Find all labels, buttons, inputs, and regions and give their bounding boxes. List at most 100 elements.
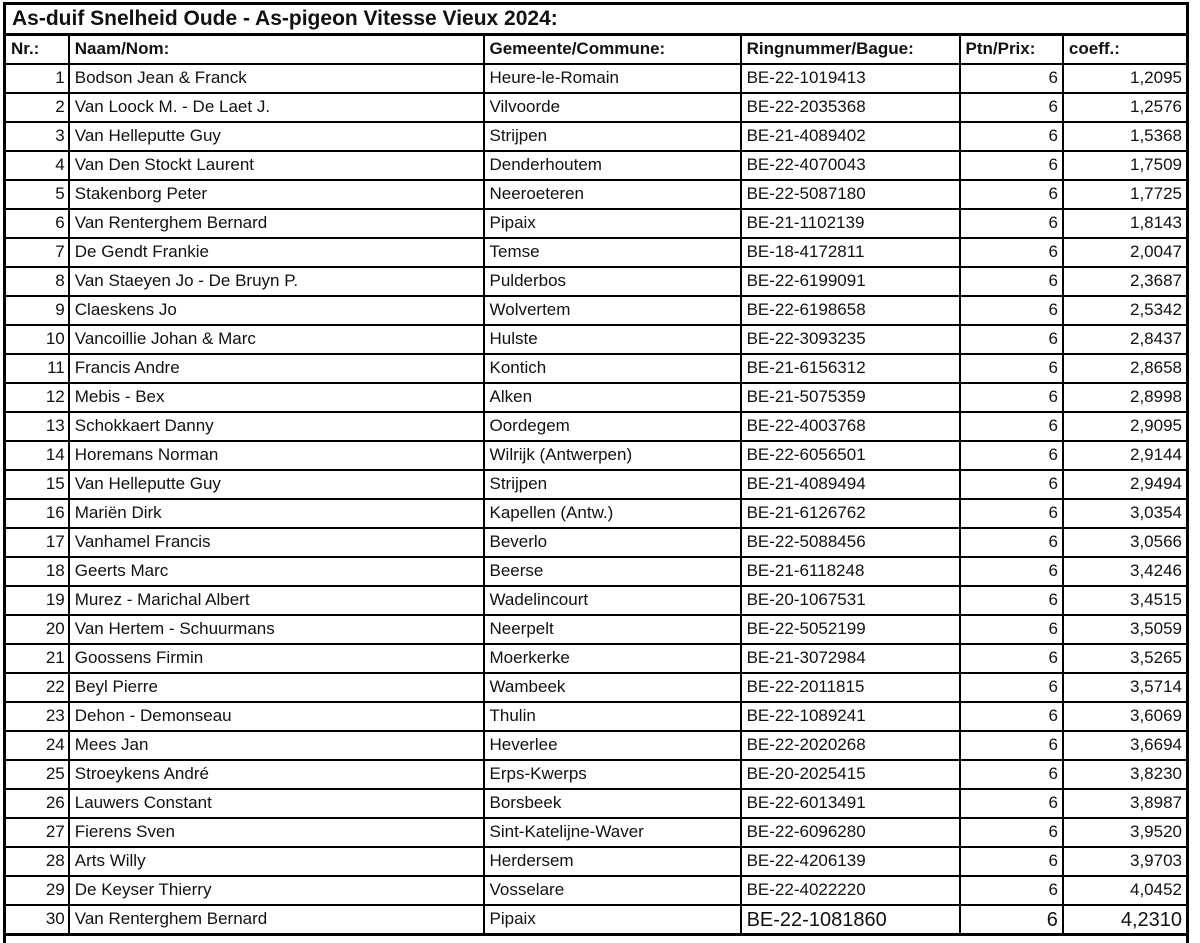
table-row: 10 Vancoillie Johan & Marc Hulste BE-22-… bbox=[3, 324, 1189, 356]
nr-cell: 2 bbox=[3, 92, 70, 124]
commune-cell: Heure-le-Romain bbox=[482, 63, 742, 95]
name-cell: Van Renterghem Bernard bbox=[67, 208, 485, 240]
points-cell: 6 bbox=[958, 643, 1064, 675]
points-cell: 6 bbox=[958, 556, 1064, 588]
table-row: 17 Vanhamel Francis Beverlo BE-22-508845… bbox=[3, 527, 1189, 559]
col-header-ring: Ringnummer/Bague: bbox=[739, 33, 961, 66]
ring-cell: BE-22-4070043 bbox=[739, 150, 961, 182]
table-row: 16 Mariën Dirk Kapellen (Antw.) BE-21-61… bbox=[3, 498, 1189, 530]
col-header-coeff: coeff.: bbox=[1061, 33, 1189, 66]
ring-cell: BE-21-5075359 bbox=[739, 382, 961, 414]
table-row: 11 Francis Andre Kontich BE-21-6156312 6… bbox=[3, 353, 1189, 385]
commune-cell: Vilvoorde bbox=[482, 92, 742, 124]
points-cell: 6 bbox=[958, 324, 1064, 356]
commune-cell: Pipaix bbox=[482, 208, 742, 240]
coeff-cell: 3,0354 bbox=[1061, 498, 1189, 530]
commune-cell: Strijpen bbox=[482, 121, 742, 153]
coeff-cell: 3,4246 bbox=[1061, 556, 1189, 588]
nr-cell: 17 bbox=[3, 527, 70, 559]
commune-cell: Heverlee bbox=[482, 730, 742, 762]
points-cell: 6 bbox=[958, 440, 1064, 472]
commune-cell: Denderhoutem bbox=[482, 150, 742, 182]
points-cell: 6 bbox=[958, 527, 1064, 559]
points-cell: 6 bbox=[958, 266, 1064, 298]
name-cell: Dehon - Demonseau bbox=[67, 701, 485, 733]
points-cell: 6 bbox=[958, 353, 1064, 385]
nr-cell: 6 bbox=[3, 208, 70, 240]
ring-cell: BE-22-2011815 bbox=[739, 672, 961, 704]
table-row: 23 Dehon - Demonseau Thulin BE-22-108924… bbox=[3, 701, 1189, 733]
ring-cell: BE-22-6199091 bbox=[739, 266, 961, 298]
table-row: 22 Beyl Pierre Wambeek BE-22-2011815 6 3… bbox=[3, 672, 1189, 704]
name-cell: Francis Andre bbox=[67, 353, 485, 385]
nr-cell: 28 bbox=[3, 846, 70, 878]
table-row: 1 Bodson Jean & Franck Heure-le-Romain B… bbox=[3, 63, 1189, 95]
nr-cell: 29 bbox=[3, 875, 70, 907]
nr-cell: 27 bbox=[3, 817, 70, 849]
nr-cell: 4 bbox=[3, 150, 70, 182]
nr-cell: 21 bbox=[3, 643, 70, 675]
commune-cell: Alken bbox=[482, 382, 742, 414]
nr-cell: 1 bbox=[3, 63, 70, 95]
points-cell: 6 bbox=[958, 846, 1064, 878]
nr-cell: 24 bbox=[3, 730, 70, 762]
commune-cell: Wadelincourt bbox=[482, 585, 742, 617]
commune-cell: Oordegem bbox=[482, 411, 742, 443]
coeff-cell: 1,2576 bbox=[1061, 92, 1189, 124]
coeff-cell: 1,7725 bbox=[1061, 179, 1189, 211]
ring-cell: BE-22-1019413 bbox=[739, 63, 961, 95]
nr-cell: 16 bbox=[3, 498, 70, 530]
table-row: 13 Schokkaert Danny Oordegem BE-22-40037… bbox=[3, 411, 1189, 443]
coeff-cell: 2,9494 bbox=[1061, 469, 1189, 501]
results-table: As-duif Snelheid Oude - As-pigeon Vitess… bbox=[3, 2, 1189, 937]
table-row: 20 Van Hertem - Schuurmans Neerpelt BE-2… bbox=[3, 614, 1189, 646]
ring-cell: BE-22-5088456 bbox=[739, 527, 961, 559]
ring-cell: BE-22-4022220 bbox=[739, 875, 961, 907]
nr-cell: 18 bbox=[3, 556, 70, 588]
points-cell: 6 bbox=[958, 237, 1064, 269]
points-cell: 6 bbox=[958, 121, 1064, 153]
coeff-cell: 1,8143 bbox=[1061, 208, 1189, 240]
commune-cell: Beverlo bbox=[482, 527, 742, 559]
coeff-cell: 3,0566 bbox=[1061, 527, 1189, 559]
points-cell: 6 bbox=[958, 469, 1064, 501]
nr-cell: 9 bbox=[3, 295, 70, 327]
nr-cell: 3 bbox=[3, 121, 70, 153]
name-cell: Beyl Pierre bbox=[67, 672, 485, 704]
nr-cell: 12 bbox=[3, 382, 70, 414]
points-cell: 6 bbox=[958, 788, 1064, 820]
nr-cell: 14 bbox=[3, 440, 70, 472]
ring-cell: BE-21-6126762 bbox=[739, 498, 961, 530]
commune-cell: Borsbeek bbox=[482, 788, 742, 820]
commune-cell: Vosselare bbox=[482, 875, 742, 907]
commune-cell: Wilrijk (Antwerpen) bbox=[482, 440, 742, 472]
name-cell: Claeskens Jo bbox=[67, 295, 485, 327]
ring-cell: BE-20-1067531 bbox=[739, 585, 961, 617]
name-cell: Van Loock M. - De Laet J. bbox=[67, 92, 485, 124]
coeff-cell: 4,0452 bbox=[1061, 875, 1189, 907]
ring-cell: BE-22-1089241 bbox=[739, 701, 961, 733]
name-cell: Lauwers Constant bbox=[67, 788, 485, 820]
points-cell: 6 bbox=[958, 817, 1064, 849]
coeff-cell: 3,6694 bbox=[1061, 730, 1189, 762]
col-header-name: Naam/Nom: bbox=[67, 33, 485, 66]
commune-cell: Pipaix bbox=[482, 904, 742, 936]
ring-cell: BE-21-6156312 bbox=[739, 353, 961, 385]
nr-cell: 5 bbox=[3, 179, 70, 211]
nr-cell: 22 bbox=[3, 672, 70, 704]
points-cell: 6 bbox=[958, 382, 1064, 414]
points-cell: 6 bbox=[958, 295, 1064, 327]
table-row: 8 Van Staeyen Jo - De Bruyn P. Pulderbos… bbox=[3, 266, 1189, 298]
nr-cell: 19 bbox=[3, 585, 70, 617]
ring-cell: BE-22-6056501 bbox=[739, 440, 961, 472]
coeff-cell: 3,5059 bbox=[1061, 614, 1189, 646]
name-cell: Van Staeyen Jo - De Bruyn P. bbox=[67, 266, 485, 298]
coeff-cell: 3,9703 bbox=[1061, 846, 1189, 878]
commune-cell: Neeroeteren bbox=[482, 179, 742, 211]
ring-cell: BE-21-6118248 bbox=[739, 556, 961, 588]
name-cell: Murez - Marichal Albert bbox=[67, 585, 485, 617]
coeff-cell: 4,2310 bbox=[1061, 904, 1189, 936]
name-cell: Fierens Sven bbox=[67, 817, 485, 849]
coeff-cell: 3,9520 bbox=[1061, 817, 1189, 849]
table-row: 26 Lauwers Constant Borsbeek BE-22-60134… bbox=[3, 788, 1189, 820]
